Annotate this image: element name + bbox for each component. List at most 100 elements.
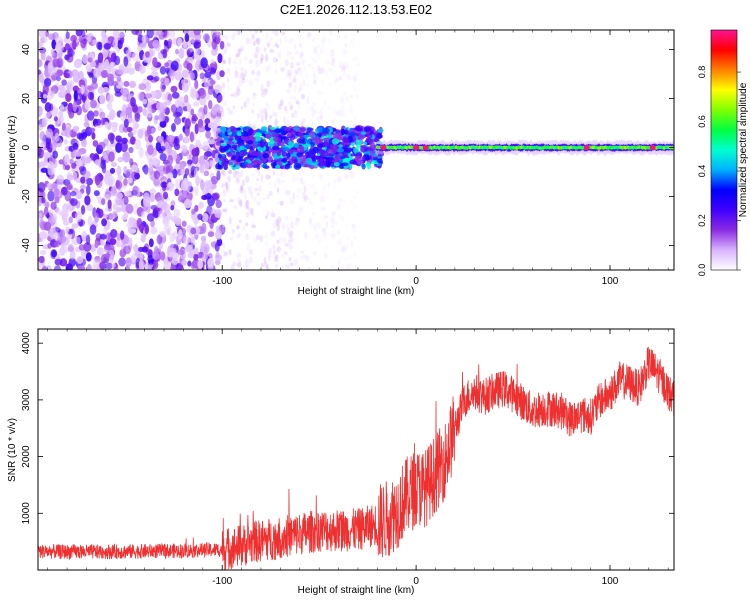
spectrogram-cell xyxy=(231,33,235,41)
spectrogram-cell xyxy=(134,138,141,150)
spectrogram-cell xyxy=(67,184,74,191)
spectrogram-cell xyxy=(219,147,227,153)
spectrogram-cell xyxy=(350,200,355,204)
snr-y-tick-label: 3000 xyxy=(21,388,32,411)
spectrogram-cell xyxy=(45,128,54,139)
spectrogram-cell xyxy=(280,200,284,206)
spectrogram-cell xyxy=(51,52,58,60)
spectrogram-cell xyxy=(263,256,267,264)
spectrogram-cell xyxy=(298,53,303,60)
spectrogram-cell xyxy=(125,106,133,116)
spectrogram-cell xyxy=(162,164,171,175)
spectrogram-cell xyxy=(295,101,301,105)
spectrogram-cell xyxy=(312,110,318,114)
spectrogram-cell xyxy=(289,235,292,240)
spectrogram-cell xyxy=(276,239,280,244)
spectrogram-cell xyxy=(341,110,347,118)
spectrogram-cell xyxy=(212,193,220,201)
spectrogram-cell xyxy=(197,213,203,221)
spectrogram-cell xyxy=(299,145,304,153)
spectrogram-cell xyxy=(259,110,265,117)
colorbar-ticks: 0.0 0.2 0.4 0.6 0.8 xyxy=(697,66,741,276)
spectrogram-cell xyxy=(137,106,143,113)
spectrogram-cell xyxy=(355,190,360,195)
spectrogram-cell xyxy=(222,243,226,249)
spectrogram-cell xyxy=(214,84,223,95)
spectrogram-cell xyxy=(288,235,294,243)
spectrogram-cell xyxy=(219,140,225,144)
spectrogram-cell xyxy=(302,79,306,86)
spectrogram-cell xyxy=(64,43,71,51)
spectrogram-cell xyxy=(370,126,375,131)
spectrogram-cell xyxy=(275,58,279,63)
spectrogram-cell xyxy=(265,102,269,108)
spectrogram-cell xyxy=(318,239,321,244)
spectrogram-cell xyxy=(340,95,344,103)
spectrogram-cell xyxy=(107,132,115,142)
spectrogram-cell xyxy=(254,151,262,157)
spectrogram-cell xyxy=(328,81,333,88)
spectrogram-cell xyxy=(72,101,78,112)
spectrogram-cell xyxy=(238,79,242,87)
spectrogram-cell xyxy=(94,159,101,166)
spectrogram-cell xyxy=(311,65,316,72)
spectrogram-cell xyxy=(200,179,205,191)
spectrogram-cell xyxy=(322,127,330,134)
spectrogram-cell xyxy=(345,263,350,270)
spectrogram-cell xyxy=(164,62,170,68)
spectrogram-cell xyxy=(56,174,65,183)
spectrogram-cell xyxy=(222,189,227,197)
spectrogram-cell xyxy=(293,70,297,75)
spectrogram-cell xyxy=(199,72,205,80)
spectrogram-y-tick-label: 40 xyxy=(21,44,32,56)
spectrogram-cell xyxy=(106,93,114,104)
spectrogram-cell xyxy=(342,107,346,111)
spectrogram-cell xyxy=(268,267,271,270)
spectrogram-cell xyxy=(268,190,273,196)
spectrogram-cell xyxy=(148,238,154,248)
snr-series-group xyxy=(38,346,674,570)
spectrogram-cell xyxy=(91,132,96,140)
spectrogram-cell xyxy=(55,42,62,54)
spectrogram-cell xyxy=(268,175,272,179)
spectrogram-cell xyxy=(220,110,225,117)
spectrogram-cell xyxy=(323,252,328,260)
spectrogram-cell xyxy=(255,182,259,191)
spectrogram-cell xyxy=(273,112,277,117)
spectrogram-cell xyxy=(343,90,349,96)
spectrogram-cell xyxy=(322,231,327,238)
spectrogram-cell xyxy=(293,112,298,119)
spectrogram-cell xyxy=(280,180,286,184)
spectrogram-cell xyxy=(44,114,49,124)
spectrogram-cell xyxy=(195,47,201,56)
spectrogram-cell xyxy=(341,137,350,143)
spectrogram-cell xyxy=(315,127,323,133)
spectrogram-cell xyxy=(76,236,81,245)
spectrogram-cell xyxy=(265,174,270,180)
spectrogram-cell xyxy=(66,174,74,181)
spectrogram-cell xyxy=(274,69,278,74)
spectrogram-cell xyxy=(220,169,225,175)
spectrogram-cell xyxy=(239,199,243,207)
spectrogram-cell xyxy=(157,135,164,142)
spectrogram-cell xyxy=(299,83,303,91)
spectrogram-cell xyxy=(104,174,111,186)
spectrogram-cell xyxy=(288,37,293,45)
spectrogram-cell xyxy=(39,249,47,255)
spectrogram-cell xyxy=(248,58,253,65)
spectrogram-cell xyxy=(272,219,278,224)
spectrogram-cell xyxy=(63,36,72,44)
spectrogram-cell xyxy=(278,103,282,111)
spectrogram-cell xyxy=(137,44,143,52)
spectrogram-cell xyxy=(251,70,255,75)
spectrogram-cell xyxy=(335,76,340,83)
spectrogram-cell xyxy=(305,157,313,164)
colorbar-label: Normalized spectral amplitude xyxy=(738,82,749,217)
spectrogram-cell xyxy=(107,199,112,210)
spectrogram-cell xyxy=(301,118,306,123)
spectrogram-cell xyxy=(280,253,284,258)
spectrogram-cell xyxy=(187,159,193,165)
spectrogram-cell xyxy=(174,217,182,227)
spectrogram-cell xyxy=(141,35,147,43)
